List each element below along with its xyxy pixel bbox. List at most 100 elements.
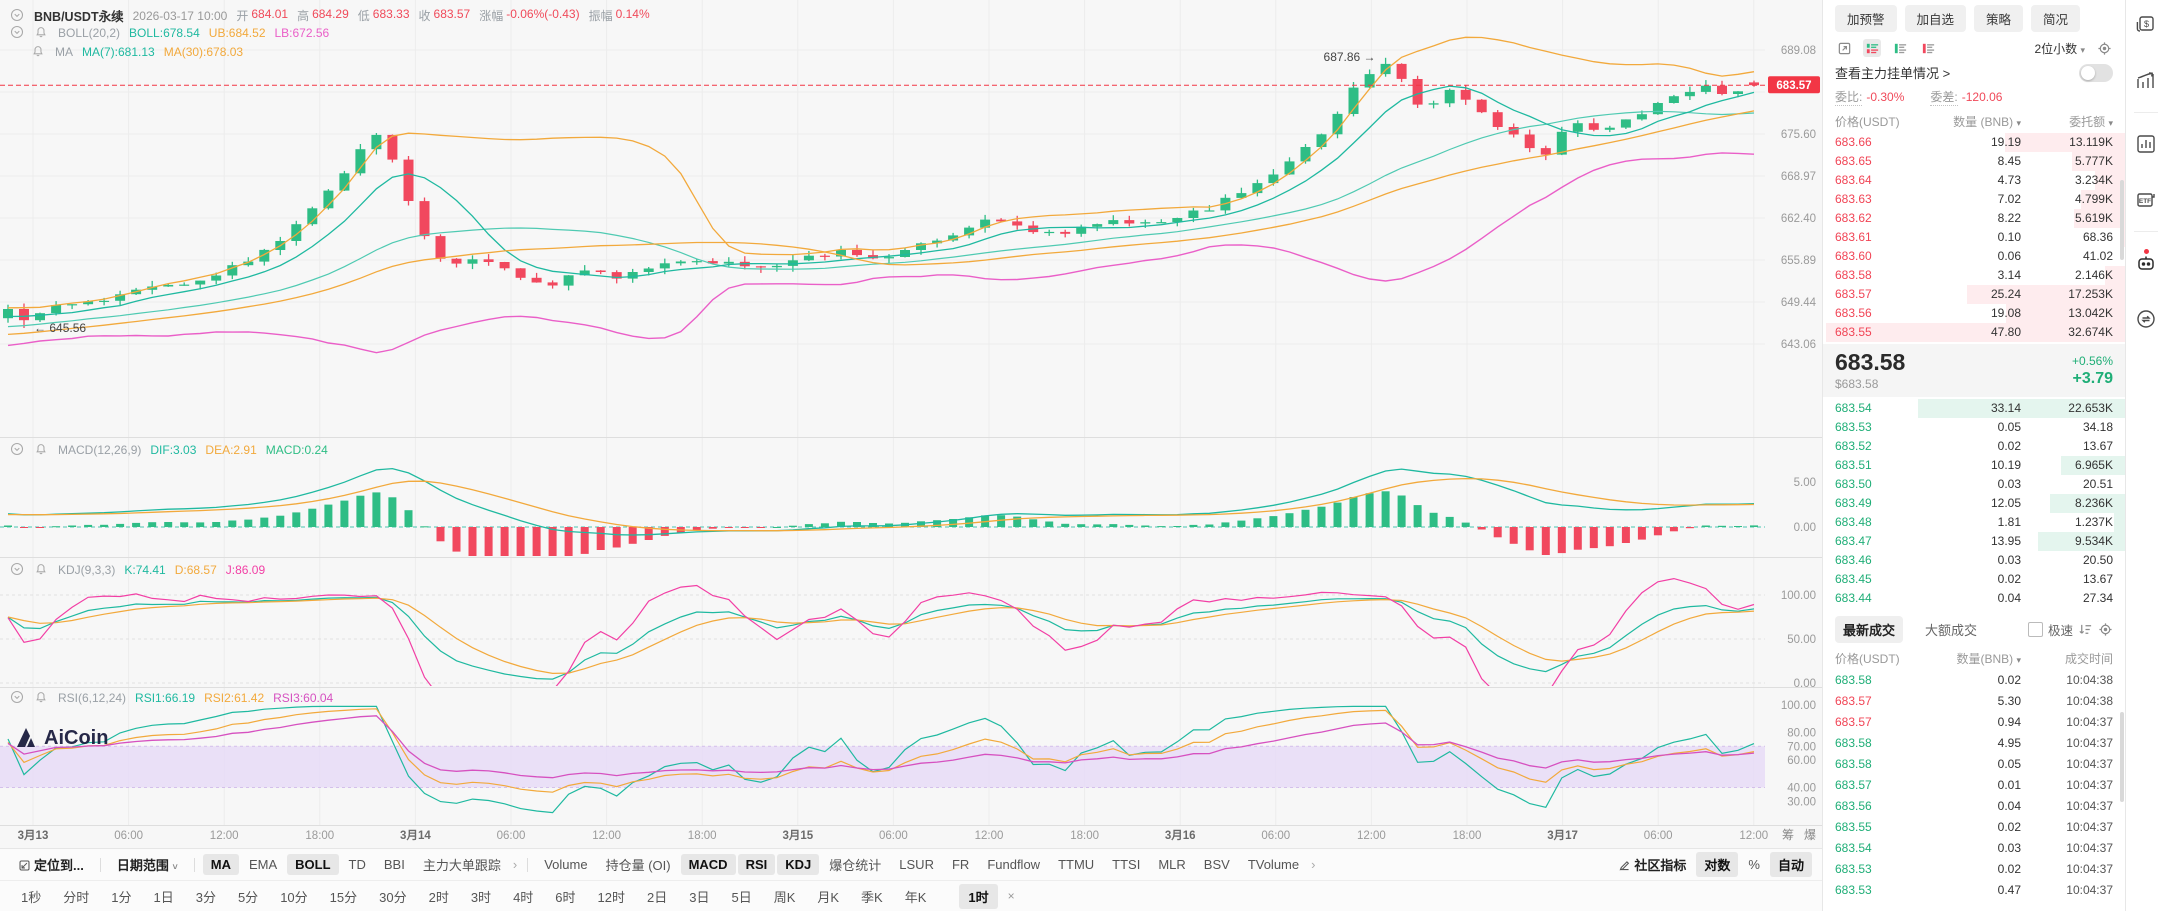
toolbar-item-td[interactable]: TD: [348, 857, 366, 872]
timeframe-active[interactable]: 1时: [959, 883, 998, 909]
toolbar-item-定位到[interactable]: 定位到...: [10, 852, 92, 877]
toolbar-item-主力大单跟踪[interactable]: 主力大单跟踪: [422, 858, 501, 873]
timeframe-月K[interactable]: 月K: [817, 889, 840, 905]
pop-out-icon[interactable]: [1835, 39, 1853, 57]
toolbar-item-fundflow[interactable]: Fundflow: [987, 857, 1041, 872]
ask-row[interactable]: 683.64 4.73 3.234K: [1823, 171, 2125, 190]
bid-row[interactable]: 683.49 12.05 8.236K: [1823, 494, 2125, 513]
toolbar-item-ema[interactable]: EMA: [248, 857, 278, 872]
ask-row[interactable]: 683.66 19.19 13.119K: [1823, 133, 2125, 152]
timeframe-5分[interactable]: 5分: [237, 889, 259, 905]
trades-scrollbar[interactable]: [2120, 712, 2124, 802]
main-orders-link[interactable]: 查看主力挂单情况 >: [1835, 66, 1951, 81]
toolbar-item-lsur[interactable]: LSUR: [899, 857, 934, 872]
toolbar-item-boll[interactable]: BOLL: [287, 854, 339, 875]
ask-row[interactable]: 683.58 3.14 2.146K: [1823, 266, 2125, 285]
volume-stats-icon[interactable]: [2135, 133, 2157, 155]
toolbar-item-bsv[interactable]: BSV: [1203, 857, 1230, 872]
tab-latest-trades[interactable]: 最新成交: [1835, 616, 1904, 643]
timeframe-3时[interactable]: 3时: [470, 889, 492, 905]
toolbar-item-社区指标[interactable]: 社区指标: [1610, 852, 1694, 877]
toolbar-item-bbi[interactable]: BBI: [383, 857, 405, 872]
toolbar-item-kdj[interactable]: KDJ: [777, 854, 820, 875]
ask-row[interactable]: 683.62 8.22 5.619K: [1823, 209, 2125, 228]
ask-row[interactable]: 683.65 8.45 5.777K: [1823, 152, 2125, 171]
market-trend-icon[interactable]: [2135, 70, 2157, 92]
bid-row[interactable]: 683.47 13.95 9.534K: [1823, 532, 2125, 551]
toolbar-item-mlr[interactable]: MLR: [1158, 857, 1186, 872]
ask-row[interactable]: 683.55 47.80 32.674K: [1823, 323, 2125, 342]
timeframe-30分[interactable]: 30分: [379, 889, 407, 905]
timeframe-4时[interactable]: 4时: [513, 889, 534, 905]
bid-row[interactable]: 683.50 0.03 20.51: [1835, 475, 2125, 494]
timeframe-6时[interactable]: 6时: [555, 889, 576, 905]
convert-icon[interactable]: [2135, 308, 2157, 330]
trades-settings-icon[interactable]: [2098, 622, 2113, 637]
bid-row[interactable]: 683.53 0.05 34.18: [1835, 418, 2125, 437]
timeframe-15分[interactable]: 15分: [329, 889, 358, 905]
toolbar-item-ttsi[interactable]: TTSI: [1112, 857, 1141, 872]
toolbar-item-[interactable]: ›: [1311, 857, 1316, 872]
orderbook-scrollbar[interactable]: [2120, 180, 2124, 260]
close-timeframe-icon[interactable]: ×: [1007, 889, 1015, 903]
fee-calculator-icon[interactable]: $: [2135, 14, 2157, 36]
toolbar-item-日期范围[interactable]: 日期范围 ˅: [116, 858, 178, 873]
timeframe-10分[interactable]: 10分: [280, 889, 308, 905]
toolbar-item-对数[interactable]: 对数: [1696, 852, 1739, 877]
book-view-both-icon[interactable]: [1863, 39, 1881, 57]
candlestick-chart[interactable]: 683.57 687.86 → ← 645.56 689.08 675.60 668.97…: [0, 0, 1822, 848]
timeframe-5日[interactable]: 5日: [731, 889, 752, 905]
main-orders-toggle[interactable]: [2079, 63, 2113, 82]
bid-row[interactable]: 683.44 0.04 27.34: [1835, 589, 2125, 608]
timeframe-3分[interactable]: 3分: [195, 889, 216, 905]
ai-assistant-icon[interactable]: [2135, 249, 2157, 274]
ask-row[interactable]: 683.56 19.08 13.042K: [1823, 304, 2125, 323]
timeframe-2时[interactable]: 2时: [428, 889, 449, 905]
toolbar-item-[interactable]: ›: [512, 857, 518, 872]
toolbar-item-ma[interactable]: MA: [202, 854, 239, 875]
toolbar-item-volume[interactable]: Volume: [544, 857, 588, 872]
timeframe-12时[interactable]: 12时: [597, 889, 625, 905]
toolbar-item-macd[interactable]: MACD: [680, 854, 736, 875]
bid-row[interactable]: 683.48 1.81 1.237K: [1823, 513, 2125, 532]
ask-row[interactable]: 683.57 25.24 17.253K: [1823, 285, 2125, 304]
bid-row[interactable]: 683.45 0.02 13.67: [1835, 572, 2113, 586]
sort-icon[interactable]: [2078, 622, 2093, 637]
toolbar-item-自动[interactable]: 自动: [1769, 852, 1812, 877]
ask-row[interactable]: 683.61 0.10 68.36: [1835, 228, 2125, 247]
timeframe-1日[interactable]: 1日: [153, 889, 174, 905]
book-view-bids-icon[interactable]: [1891, 39, 1909, 57]
toolbar-item-rsi[interactable]: RSI: [737, 854, 776, 875]
timeframe-季K[interactable]: 季K: [861, 889, 883, 905]
fast-mode-checkbox[interactable]: [2027, 622, 2043, 637]
bid-row[interactable]: 683.52 0.02 13.67: [1835, 439, 2113, 453]
toolbar-item-[interactable]: %: [1748, 857, 1760, 872]
depth-settings-icon[interactable]: [2095, 39, 2113, 57]
bid-row[interactable]: 683.46 0.03 20.50: [1835, 551, 2125, 570]
toolbar-item-持仓量oi[interactable]: 持仓量 (OI): [605, 858, 671, 873]
panel-button-加预警[interactable]: 加预警: [1835, 5, 1897, 32]
timeframe-3日[interactable]: 3日: [689, 889, 710, 905]
panel-button-策略[interactable]: 策略: [1974, 5, 2024, 32]
book-view-asks-icon[interactable]: [1919, 39, 1937, 57]
liquidation-button[interactable]: 爆: [1804, 828, 1816, 842]
chips-button[interactable]: 筹: [1782, 828, 1794, 842]
bid-row[interactable]: 683.51 10.19 6.965K: [1823, 456, 2125, 475]
etf-icon[interactable]: ETF: [2135, 189, 2157, 211]
toolbar-item-ttmu[interactable]: TTMU: [1058, 857, 1095, 872]
panel-button-加自选[interactable]: 加自选: [1904, 5, 1967, 32]
toolbar-item-tvolume[interactable]: TVolume: [1247, 857, 1300, 872]
bid-row[interactable]: 683.54 33.14 22.653K: [1823, 399, 2125, 418]
toolbar-item-fr[interactable]: FR: [951, 857, 970, 872]
panel-button-简况[interactable]: 简况: [2031, 5, 2081, 32]
timeframe-周K[interactable]: 周K: [773, 889, 796, 905]
timeframe-2日[interactable]: 2日: [647, 889, 668, 905]
precision-dropdown[interactable]: 2位小数 ▾: [2034, 40, 2085, 57]
timeframe-分时[interactable]: 分时: [63, 889, 90, 905]
tab-block-trades[interactable]: 大额成交: [1925, 623, 1978, 638]
timeframe-1秒[interactable]: 1秒: [21, 889, 42, 905]
timeframe-1分[interactable]: 1分: [111, 889, 132, 905]
timeframe-年K[interactable]: 年K: [904, 889, 927, 905]
toolbar-item-爆仓统计[interactable]: 爆仓统计: [829, 858, 882, 873]
ask-row[interactable]: 683.60 0.06 41.02: [1835, 247, 2125, 266]
